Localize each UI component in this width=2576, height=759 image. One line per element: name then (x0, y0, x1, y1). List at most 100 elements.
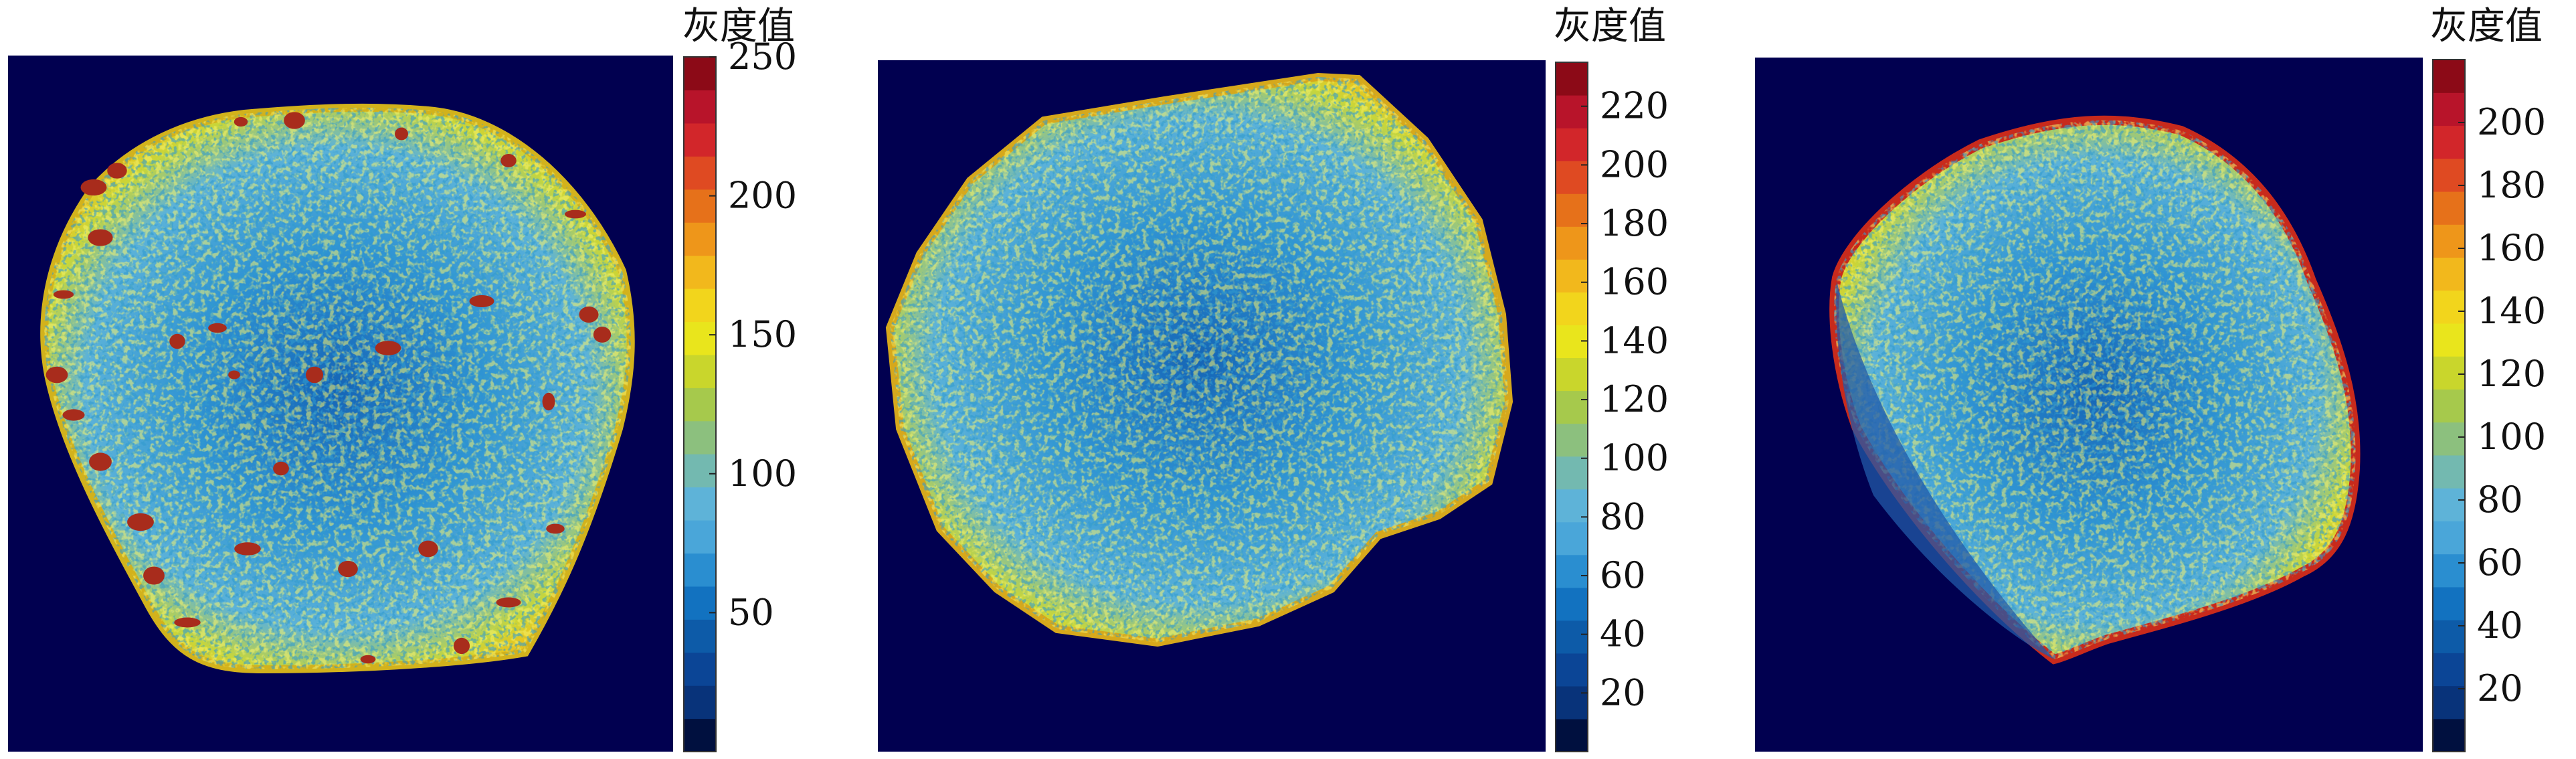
colorbar-band (2433, 586, 2465, 620)
panel-3-cross-section (1829, 115, 2361, 665)
colorbar-band (2433, 92, 2465, 126)
panel-2-colorbar-bands (1556, 62, 1588, 752)
panel-2-cross-section (885, 72, 1513, 647)
inclusion-spot (174, 617, 201, 628)
inclusion-spot (88, 229, 113, 246)
colorbar-band (1556, 95, 1588, 129)
inclusion-spot (284, 112, 305, 129)
colorbar-band (2433, 125, 2465, 159)
panel-1-colorbar-frame (683, 56, 717, 752)
colorbar-tick-label: 40 (1600, 613, 1646, 655)
colorbar-band (2433, 323, 2465, 357)
colorbar-tick-label: 200 (2477, 101, 2546, 143)
colorbar-tick-label: 80 (2477, 479, 2523, 521)
colorbar-band (1556, 357, 1588, 392)
colorbar-band (684, 420, 716, 454)
panel-1-colorbar: 50 100 150 200 250 灰度值 (682, 5, 797, 752)
panel-3-colorbar-ticks: 20 40 60 80 100 120 140 160 180 200 (2458, 101, 2546, 709)
colorbar-band (2433, 718, 2465, 752)
inclusion-spot (418, 540, 438, 558)
colorbar-band (684, 288, 716, 323)
colorbar-band (1556, 456, 1588, 490)
panel-3-colorbar-frame (2432, 59, 2466, 752)
colorbar-tick-label: 200 (728, 175, 797, 217)
colorbar-tick-label: 40 (2477, 604, 2523, 647)
inclusion-spot (234, 542, 261, 556)
inclusion-spot (496, 597, 521, 608)
colorbar-band (2433, 191, 2465, 225)
colorbar-tick-label: 200 (1600, 143, 1669, 185)
inclusion-spot (453, 637, 470, 655)
colorbar-tick-label: 180 (2477, 164, 2546, 206)
colorbar-tick-label: 160 (2477, 227, 2546, 269)
inclusion-spot (305, 366, 324, 384)
panel-1: 50 100 150 200 250 灰度值 (8, 5, 797, 752)
inclusion-spot (593, 327, 612, 343)
inclusion-spot (273, 461, 289, 476)
colorbar-tick-label: 150 (728, 313, 797, 355)
colorbar-band (684, 122, 716, 157)
colorbar-tick-label: 100 (728, 452, 797, 495)
inclusion-spot (579, 306, 599, 323)
panel-1-colorbar-title: 灰度值 (682, 5, 795, 48)
colorbar-band (1556, 62, 1588, 96)
inclusion-spot (143, 566, 165, 585)
inclusion-spot (360, 655, 376, 664)
panel-3-colorbar-bands (2433, 60, 2465, 752)
colorbar-band (1556, 554, 1588, 588)
inclusion-spot (89, 452, 112, 471)
colorbar-tick-label: 80 (1600, 495, 1646, 537)
colorbar-band (684, 454, 716, 488)
colorbar-band (2433, 257, 2465, 291)
colorbar-tick-label: 250 (728, 35, 797, 78)
colorbar-band (1556, 161, 1588, 194)
inclusion-spot (546, 523, 565, 534)
panel-1-cross-section (40, 103, 635, 674)
colorbar-band (684, 189, 716, 223)
panel-3-colorbar: 20 40 60 80 100 120 140 160 180 200 灰度值 (2430, 5, 2546, 752)
panel-2-colorbar-frame (1555, 62, 1588, 752)
colorbar-band (1556, 259, 1588, 292)
colorbar-band (2433, 422, 2465, 456)
colorbar-tick-label: 120 (2477, 353, 2546, 395)
inclusion-spot (228, 370, 240, 380)
inclusion-spot (62, 409, 85, 421)
inclusion-spot (208, 323, 227, 333)
inclusion-spot (564, 209, 587, 219)
inclusion-spot (80, 179, 107, 196)
inclusion-spot (53, 290, 74, 299)
colorbar-band (684, 354, 716, 388)
colorbar-band (2433, 488, 2465, 521)
colorbar-band (1556, 423, 1588, 457)
inclusion-spot (500, 154, 517, 167)
colorbar-band (1556, 685, 1588, 720)
inclusion-spot (169, 333, 185, 349)
colorbar-band (2433, 290, 2465, 324)
inclusion-spot (395, 127, 408, 141)
panel-3-colorbar-title: 灰度值 (2430, 5, 2543, 48)
colorbar-band (684, 90, 716, 124)
inclusion-spot (127, 513, 154, 531)
colorbar-band (1556, 587, 1588, 621)
colorbar-band (684, 222, 716, 256)
colorbar-band (684, 586, 716, 620)
panel-2-colorbar: 20 40 60 80 100 120 140 160 180 200 220 灰度值 (1554, 5, 1669, 752)
colorbar-band (2433, 521, 2465, 555)
inclusion-spot (469, 294, 494, 308)
colorbar-band (2433, 158, 2465, 192)
colorbar-tick-label: 140 (2477, 290, 2546, 332)
colorbar-band (1556, 226, 1588, 260)
colorbar-band (1556, 521, 1588, 556)
colorbar-tick-label: 20 (2477, 667, 2523, 709)
colorbar-band (684, 57, 716, 91)
panel-2-colorbar-title: 灰度值 (1554, 5, 1666, 48)
panel-3: 20 40 60 80 100 120 140 160 180 200 灰度值 (1755, 5, 2546, 752)
inclusion-spot (45, 366, 68, 384)
colorbar-band (684, 718, 716, 752)
colorbar-band (684, 652, 716, 686)
colorbar-band (2433, 60, 2465, 93)
inclusion-spot (542, 392, 555, 411)
colorbar-band (2433, 685, 2465, 720)
panel-1-bright-inclusions (45, 112, 612, 664)
inclusion-spot (338, 560, 358, 578)
